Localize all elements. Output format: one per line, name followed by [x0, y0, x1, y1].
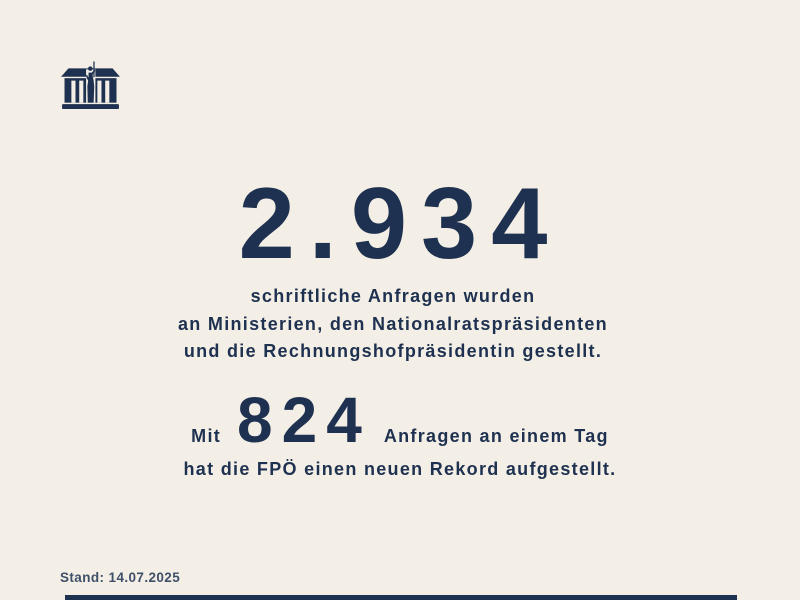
main-stat-description-line3: und die Rechnungshofpräsidentin gestellt… — [183, 341, 603, 362]
footer-divider-bar — [65, 595, 737, 600]
main-stat-description-line1: schriftliche Anfragen wurden — [250, 286, 536, 307]
parliament-building-icon — [61, 61, 120, 110]
record-stat-block: Mit 824 Anfragen an einem Tag hat die FP… — [0, 388, 800, 484]
record-stat-value: 824 — [237, 384, 371, 456]
main-stat-description: schriftliche Anfragen wurden an Minister… — [0, 283, 786, 366]
record-stat-prefix: Mit — [191, 426, 222, 446]
parliament-logo — [61, 61, 120, 112]
record-stat-line2: hat die FPÖ einen neuen Rekord aufgestel… — [183, 459, 617, 479]
footer-date-label: Stand: 14.07.2025 — [60, 570, 181, 585]
record-stat-line1: Mit 824 Anfragen an einem Tag — [0, 388, 800, 452]
main-stat-block: 2.934 schriftliche Anfragen wurden an Mi… — [0, 168, 786, 366]
main-stat-value: 2.934 — [238, 168, 562, 280]
main-stat-description-line2: an Ministerien, den Nationalratspräsiden… — [178, 313, 608, 334]
record-stat-suffix: Anfragen an einem Tag — [383, 426, 609, 446]
